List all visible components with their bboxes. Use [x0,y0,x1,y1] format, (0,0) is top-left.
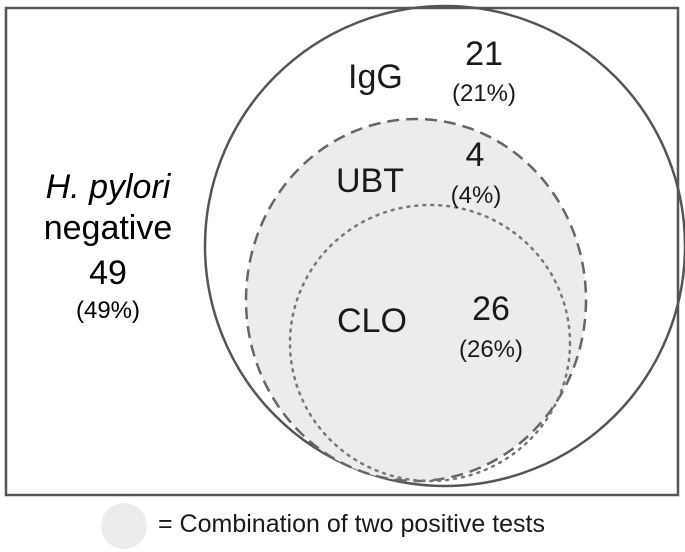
ubt-label: UBT [336,162,404,200]
negative-name-italic: H. pylori [45,168,171,206]
igg-count: 21 [465,35,503,73]
negative-group: H. pylori negative 49 (49%) [18,168,198,325]
legend-swatch [101,503,147,549]
legend-text: = Combination of two positive tests [158,510,545,538]
clo-ellipse [288,203,572,483]
ubt-percent: (4%) [450,182,502,209]
clo-label: CLO [337,302,407,340]
igg-circle [203,4,685,488]
ubt-count: 4 [465,136,485,174]
clo-count: 26 [472,290,510,328]
negative-percent: (49%) [75,297,141,324]
negative-name-plain: negative [43,209,173,247]
negative-count: 49 [89,254,127,292]
clo-percent: (26%) [458,336,524,363]
igg-label: IgG [348,58,403,96]
outer-frame [4,6,680,497]
igg-percent: (21%) [451,80,517,107]
